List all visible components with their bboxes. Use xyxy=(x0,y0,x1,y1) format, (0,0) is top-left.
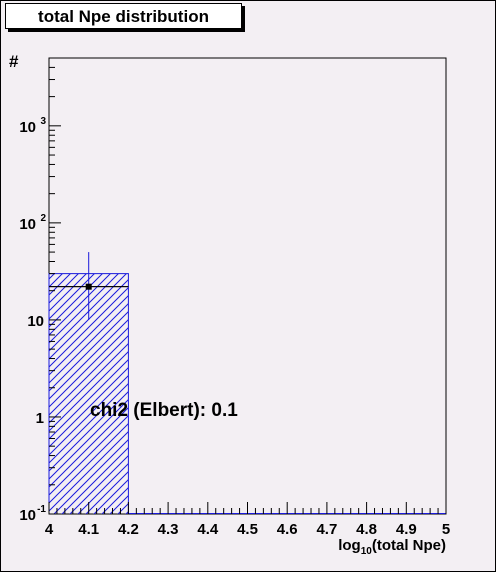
x-axis-label-main: log xyxy=(338,537,361,554)
y-tick-label-1: 1 xyxy=(36,410,44,427)
x-tick-label: 4.9 xyxy=(396,521,417,538)
y-tick-base: 10 xyxy=(19,119,36,136)
x-tick-label: 4.5 xyxy=(237,521,258,538)
x-tick-label: 4 xyxy=(45,521,54,538)
y-tick-base: 10 xyxy=(27,313,44,330)
y-tick-label-0: 10 -1 xyxy=(19,504,46,524)
y-tick-label-2: 10 xyxy=(27,313,44,330)
y-tick-exponent: 3 xyxy=(40,116,46,127)
x-tick-label: 5 xyxy=(442,521,450,538)
x-axis-label-rest: (total Npe) xyxy=(371,537,446,554)
x-tick-label: 4.4 xyxy=(197,521,219,538)
x-axis-label-sub: 10 xyxy=(360,546,372,557)
x-tick-label: 4.3 xyxy=(158,521,179,538)
chi2-annotation: chi2 (Elbert): 0.1 xyxy=(90,400,238,421)
x-tick-label: 4.2 xyxy=(118,521,139,538)
x-axis-label: log10(total Npe) xyxy=(338,537,446,557)
data-point-marker xyxy=(85,283,92,290)
y-tick-base: 10 xyxy=(19,216,36,233)
x-tick-label: 4.1 xyxy=(78,521,99,538)
x-tick-label: 4.7 xyxy=(316,521,337,538)
x-tick-label: 4.8 xyxy=(356,521,377,538)
y-tick-exponent: -1 xyxy=(37,504,46,515)
y-tick-label-4: 10 3 xyxy=(19,116,46,136)
y-tick-label-3: 10 2 xyxy=(19,213,46,233)
y-tick-base: 1 xyxy=(36,410,44,427)
y-tick-exponent: 2 xyxy=(40,213,46,224)
y-tick-base: 10 xyxy=(19,507,36,524)
chart-title: total Npe distribution xyxy=(5,3,242,29)
y-axis-label: # xyxy=(9,52,19,71)
x-tick-label: 4.6 xyxy=(277,521,298,538)
